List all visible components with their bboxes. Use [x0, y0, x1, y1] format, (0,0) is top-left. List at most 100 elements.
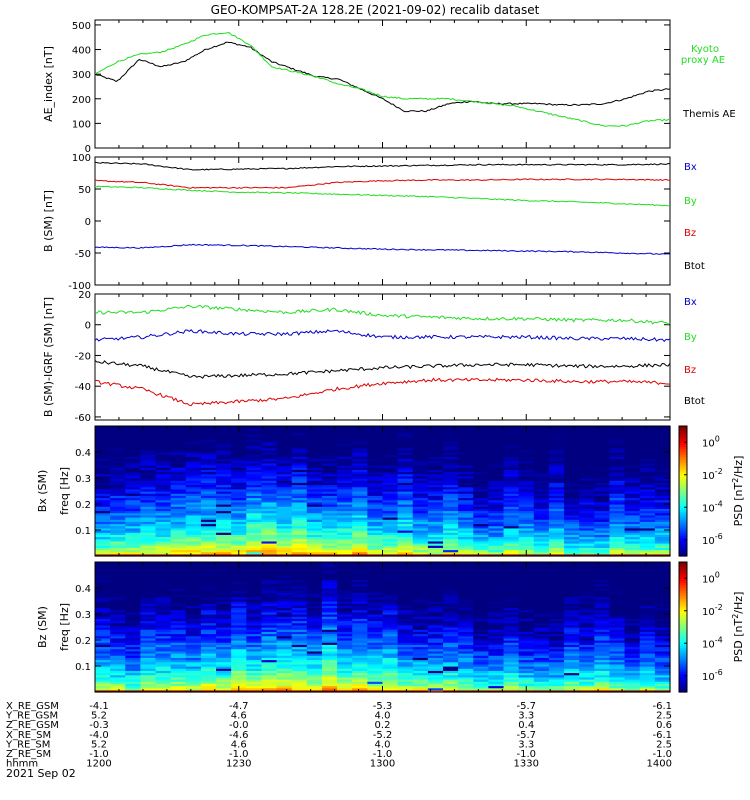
heatmap-cell: [200, 653, 217, 656]
heatmap-cell: [276, 486, 293, 490]
heatmap-cell: [639, 640, 656, 643]
heatmap-cell: [609, 657, 626, 661]
heatmap-cell: [579, 469, 595, 473]
colorbar-step: [679, 539, 687, 543]
heatmap-cell: [564, 432, 580, 436]
heatmap-cell: [443, 497, 459, 501]
heatmap-cell: [473, 510, 490, 514]
heatmap-cell: [548, 460, 565, 464]
heatmap-cell: [412, 648, 429, 652]
heatmap-cell: [200, 484, 217, 488]
heatmap-cell: [548, 616, 565, 619]
heatmap-cell: [185, 659, 202, 663]
series-line-kyoto-proxy-ae: [94, 32, 671, 127]
heatmap-cell: [564, 689, 580, 693]
heatmap-cell: [337, 648, 353, 652]
heatmap-cell: [246, 687, 263, 691]
heatmap-cell: [321, 687, 338, 691]
heatmap-cell: [639, 501, 656, 505]
heatmap-cell: [200, 527, 217, 531]
heatmap-cell: [533, 668, 550, 671]
heatmap-cell: [412, 620, 429, 624]
heatmap-cell: [200, 644, 217, 648]
heatmap-cell: [231, 585, 247, 589]
heatmap-cell: [412, 482, 429, 486]
heatmap-cell: [548, 475, 565, 479]
heatmap-cell: [503, 683, 520, 687]
heatmap-cell: [261, 644, 278, 648]
heatmap-cell: [276, 532, 293, 535]
heatmap-cell: [397, 624, 414, 628]
heatmap-cell: [367, 449, 384, 453]
heatmap-cell: [291, 685, 308, 689]
heatmap-cell: [352, 514, 368, 518]
heatmap-cell: [548, 614, 565, 617]
heatmap-cell: [473, 676, 490, 680]
heatmap-cell: [427, 530, 444, 533]
heatmap-cell: [246, 609, 263, 613]
heatmap-cell: [518, 590, 535, 593]
heatmap-cell: [231, 616, 247, 619]
heatmap-cell: [564, 517, 580, 520]
heatmap-cell: [155, 532, 172, 535]
heatmap-cell: [306, 436, 323, 440]
heatmap-cell: [95, 499, 111, 503]
heatmap-cell: [261, 614, 278, 617]
heatmap-cell: [579, 648, 595, 652]
heatmap-cell: [246, 672, 263, 676]
heatmap-cell: [231, 644, 247, 648]
heatmap-cell: [397, 689, 414, 693]
heatmap-cell: [427, 687, 444, 691]
heatmap-cell: [564, 590, 580, 593]
heatmap-cell: [140, 478, 157, 481]
heatmap-cell: [427, 618, 444, 622]
heatmap-cell: [125, 661, 141, 665]
heatmap-cell: [352, 620, 368, 624]
heatmap-cell: [458, 456, 474, 460]
heatmap-cell: [397, 471, 414, 475]
heatmap-cell: [458, 551, 474, 555]
heatmap-cell: [170, 530, 187, 533]
heatmap-cell: [654, 683, 671, 687]
heatmap-cell: [458, 644, 474, 648]
heatmap-cell: [125, 590, 141, 593]
heatmap-cell: [276, 657, 293, 661]
heatmap-cell: [624, 670, 641, 674]
heatmap-cell: [654, 616, 671, 619]
heatmap-cell: [579, 525, 595, 529]
legend-bx: Bx: [684, 162, 697, 173]
heatmap-cell: [246, 514, 263, 518]
heatmap-cell: [427, 547, 444, 551]
heatmap-cell: [443, 538, 459, 542]
heatmap-cell: [231, 648, 247, 652]
heatmap-cell: [155, 482, 172, 486]
heatmap-cell: [321, 534, 338, 538]
heatmap-cell: [594, 598, 611, 602]
heatmap-cell: [306, 486, 323, 490]
heatmap-cell: [216, 637, 232, 641]
heatmap-cell: [337, 486, 353, 490]
heatmap-cell: [352, 486, 368, 490]
heatmap-cell: [518, 436, 535, 440]
heatmap-cell: [246, 469, 263, 473]
heatmap-cell: [564, 637, 580, 641]
heatmap-cell: [216, 458, 232, 462]
heatmap-cell: [518, 469, 535, 473]
heatmap-cell: [95, 659, 111, 663]
heatmap-cell: [306, 540, 323, 544]
heatmap-cell: [518, 622, 535, 626]
heatmap-cell: [594, 668, 611, 671]
heatmap-cell: [306, 525, 323, 529]
heatmap-cell: [231, 501, 247, 505]
heatmap-cell: [609, 540, 626, 544]
heatmap-cell: [170, 588, 187, 591]
heatmap-cell: [216, 603, 232, 606]
heatmap-cell: [352, 519, 368, 522]
heatmap-cell: [95, 616, 111, 619]
heatmap-cell: [382, 523, 399, 527]
heatmap-cell: [473, 596, 490, 600]
heatmap-cell: [170, 611, 187, 615]
heatmap-cell: [654, 609, 671, 613]
heatmap-cell: [216, 687, 232, 691]
